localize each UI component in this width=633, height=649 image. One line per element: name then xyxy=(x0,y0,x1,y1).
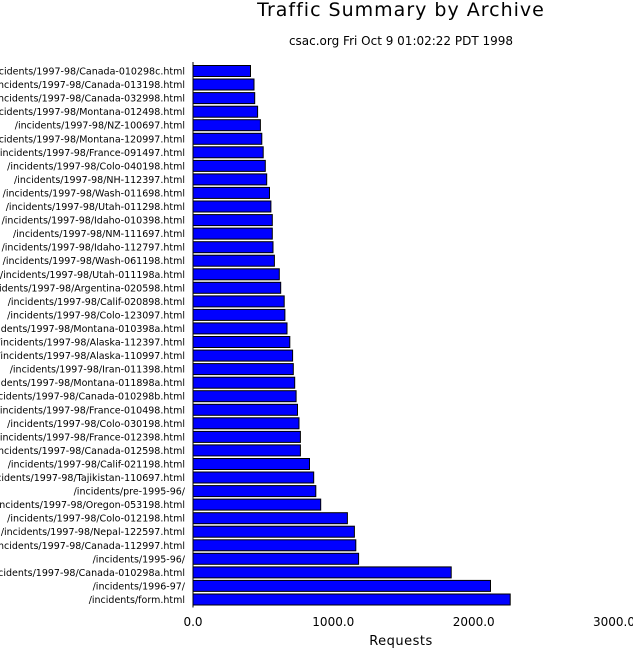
bar xyxy=(192,119,261,132)
category-label: /incidents/1997-98/Alaska-110997.html xyxy=(0,351,185,362)
category-label: /incidents/1997-98/Montana-010398a.html xyxy=(0,324,185,335)
category-label: /incidents/1997-98/Montana-011898a.html xyxy=(0,378,185,389)
bar xyxy=(192,376,296,389)
category-label: /incidents/1997-98/Canada-010298c.html xyxy=(0,67,185,78)
category-label: /incidents/1997-98/Canada-032998.html xyxy=(0,94,185,105)
category-label: /incidents/1997-98/Canada-010298a.html xyxy=(0,568,185,579)
chart-subtitle: csac.org Fri Oct 9 01:02:22 PDT 1998 xyxy=(289,34,513,48)
x-axis-label: Requests xyxy=(369,634,433,649)
bar xyxy=(192,417,300,430)
category-label: /incidents/1997-98/Colo-012198.html xyxy=(7,514,185,525)
x-tick-label: 1000.0 xyxy=(312,615,354,629)
category-label: /incidents/1997-98/Wash-011698.html xyxy=(3,188,185,199)
bar xyxy=(192,552,360,565)
bar xyxy=(192,566,452,579)
chart-title: Traffic Summary by Archive xyxy=(256,0,545,21)
bar xyxy=(192,593,511,606)
category-label: /incidents/1997-98/Canada-012598.html xyxy=(0,446,185,457)
category-label: /incidents/1997-98/Idaho-010398.html xyxy=(2,216,185,227)
bar xyxy=(192,471,315,484)
x-axis-ticks: 0.0 1000.0 2000.0 3000.0 xyxy=(183,615,633,629)
category-label: /incidents/1997-98/Montana-120997.html xyxy=(0,134,185,145)
category-label: /incidents/1995-96/ xyxy=(93,554,186,565)
bar xyxy=(192,498,322,511)
bar xyxy=(192,281,282,294)
category-label: /incidents/1997-98/Tajikistan-110697.htm… xyxy=(0,473,185,484)
bar xyxy=(192,241,274,254)
bar xyxy=(192,132,263,145)
bar xyxy=(192,173,268,186)
bar xyxy=(192,363,294,376)
category-label: /incidents/1997-98/Calif-021198.html xyxy=(8,460,185,471)
bar xyxy=(192,78,255,91)
category-label: /incidents/1997-98/France-010498.html xyxy=(0,405,185,416)
bar xyxy=(192,308,286,321)
category-label: /incidents/1997-98/Oregon-053198.html xyxy=(0,500,185,511)
bar xyxy=(192,444,301,457)
bar xyxy=(192,458,310,470)
bar xyxy=(192,105,259,118)
bar xyxy=(192,92,256,105)
category-label: /incidents/1997-98/Canada-010298b.html xyxy=(0,392,185,403)
bar xyxy=(192,322,288,335)
category-label: /incidents/1996-97/ xyxy=(93,581,186,592)
category-labels: /incidents/1997-98/Canada-010298c.html/i… xyxy=(0,67,186,607)
category-label: /incidents/1997-98/Canada-112997.html xyxy=(0,541,185,552)
bar xyxy=(192,146,264,159)
bar xyxy=(192,227,273,240)
bar xyxy=(192,579,491,592)
category-label: /incidents/pre-1995-96/ xyxy=(74,487,186,498)
bar xyxy=(192,295,285,308)
category-label: /incidents/1997-98/Canada-013198.html xyxy=(0,80,185,91)
category-label: /incidents/1997-98/Nepal-122597.html xyxy=(1,527,185,538)
category-label: /incidents/1997-98/Montana-012498.html xyxy=(0,107,185,118)
bar xyxy=(192,336,291,348)
category-label: /incidents/form.html xyxy=(89,595,185,606)
bar xyxy=(192,254,275,267)
bar xyxy=(192,214,273,227)
bars-group xyxy=(192,65,511,606)
category-label: /incidents/1997-98/Utah-011198a.html xyxy=(0,270,185,281)
bar xyxy=(192,512,348,525)
bar xyxy=(192,539,357,552)
bar xyxy=(192,430,301,443)
bar xyxy=(192,485,317,498)
category-label: /incidents/1997-98/NM-111697.html xyxy=(13,229,185,240)
bar xyxy=(192,525,355,538)
bar xyxy=(192,349,294,362)
category-label: /incidents/1997-98/Iran-011398.html xyxy=(10,365,185,376)
x-tick-label: 0.0 xyxy=(183,615,202,629)
category-label: /incidents/1997-98/Colo-040198.html xyxy=(7,161,185,172)
x-tick-label: 2000.0 xyxy=(453,615,495,629)
bar xyxy=(192,65,251,77)
bar xyxy=(192,186,270,199)
category-label: /incidents/1997-98/France-012398.html xyxy=(0,432,185,443)
category-label: /incidents/1997-98/France-091497.html xyxy=(0,148,185,159)
category-label: /incidents/1997-98/Argentina-020598.html xyxy=(0,283,185,294)
category-label: /incidents/1997-98/Idaho-112797.html xyxy=(2,243,185,254)
bar xyxy=(192,200,272,213)
category-label: /incidents/1997-98/Utah-011298.html xyxy=(6,202,185,213)
category-label: /incidents/1997-98/Colo-030198.html xyxy=(7,419,185,430)
bar xyxy=(192,403,298,416)
category-label: /incidents/1997-98/Wash-061198.html xyxy=(3,256,185,267)
category-label: /incidents/1997-98/Alaska-112397.html xyxy=(0,338,185,349)
x-tick-label: 3000.0 xyxy=(593,615,633,629)
bar xyxy=(192,159,266,172)
category-label: /incidents/1997-98/Calif-020898.html xyxy=(8,297,185,308)
category-label: /incidents/1997-98/Colo-123097.html xyxy=(7,310,185,321)
bar xyxy=(192,268,280,281)
category-label: /incidents/1997-98/NH-112397.html xyxy=(14,175,185,186)
category-label: /incidents/1997-98/NZ-100697.html xyxy=(15,121,185,132)
bar xyxy=(192,390,297,403)
